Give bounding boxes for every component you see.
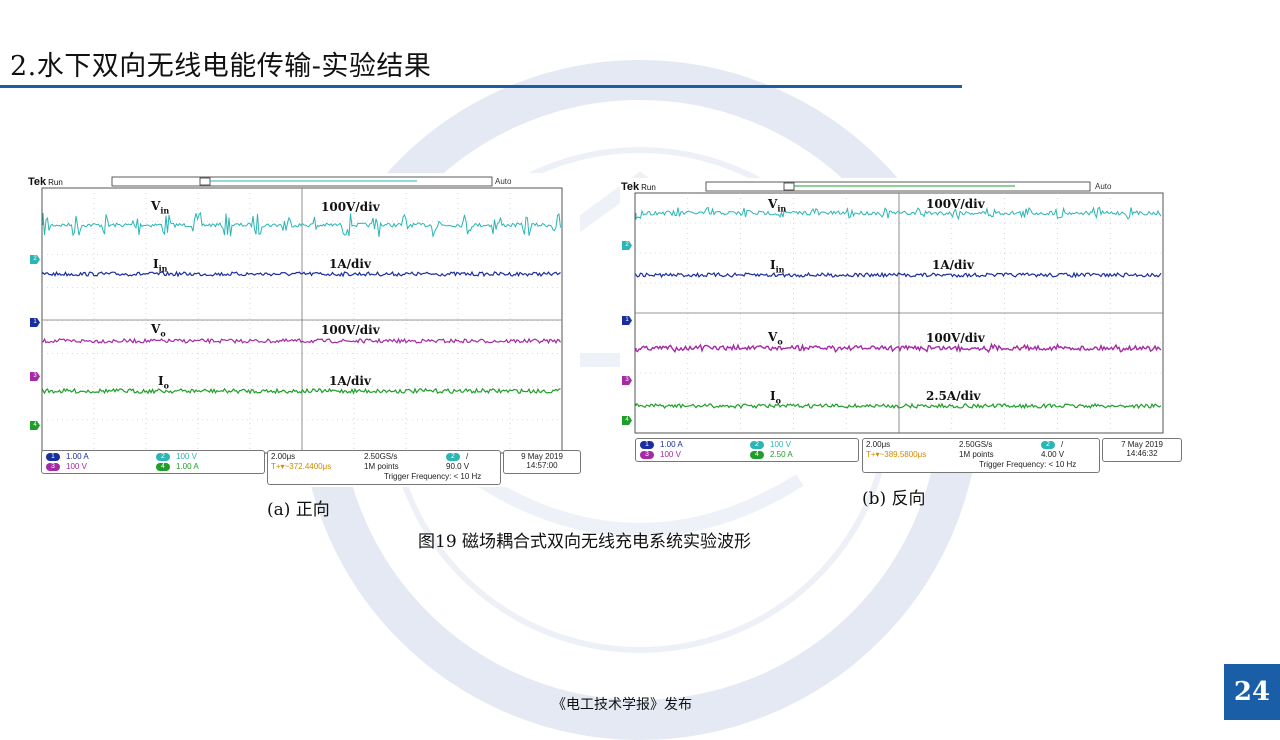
io-trace bbox=[42, 387, 561, 395]
iin-trace bbox=[42, 270, 561, 278]
title-underline bbox=[0, 85, 962, 88]
scope-a-brand: Tek Run bbox=[28, 176, 63, 188]
scope-a-graticule bbox=[41, 176, 563, 454]
ch4-marker: 4 bbox=[30, 421, 40, 430]
iin-label: Iin bbox=[770, 258, 785, 275]
ch2-marker: 2 bbox=[30, 255, 40, 264]
vo-trace bbox=[635, 342, 1162, 354]
ch4-marker: 4 bbox=[622, 416, 632, 425]
publisher-footer: 《电工技术学报》发布 bbox=[552, 697, 692, 713]
figure-caption: 图19 磁场耦合式双向无线充电系统实验波形 bbox=[418, 532, 752, 552]
scope-b-trigger-mode: Auto bbox=[1095, 182, 1112, 191]
vin-label: Vin bbox=[151, 199, 170, 216]
io-label: Io bbox=[770, 389, 781, 406]
vo-scale: 100V/div bbox=[321, 323, 380, 337]
scope-a-datetime-panel: 9 May 2019 14:57:00 bbox=[503, 450, 581, 474]
iin-label: Iin bbox=[153, 257, 168, 274]
scope-b-graticule bbox=[634, 181, 1164, 434]
ch1-marker: 1 bbox=[622, 316, 632, 325]
vin-label: Vin bbox=[768, 197, 787, 214]
oscilloscope-screenshot-reverse: Tek Run Auto 2 1 3 4 Vin 100V/div Iin 1A/… bbox=[620, 178, 1182, 473]
scope-b-channel-panel: 1 1.00 A 2 100 V 3 100 V 4 2.50 A bbox=[635, 438, 859, 462]
scope-b-timebase-panel: 2.00μs 2.50GS/s 2/ T+▾~389.5800μs 1M poi… bbox=[862, 438, 1100, 473]
scope-b-brand: Tek Run bbox=[621, 181, 656, 193]
vo-scale: 100V/div bbox=[926, 331, 985, 345]
io-scale: 2.5A/div bbox=[926, 389, 981, 403]
io-trace bbox=[635, 402, 1162, 410]
scope-a-timebase-panel: 2.00μs 2.50GS/s 2/ T+▾~372.4400μs 1M poi… bbox=[267, 450, 501, 485]
vin-trace bbox=[42, 211, 561, 239]
ch3-marker: 3 bbox=[622, 376, 632, 385]
ch3-marker: 3 bbox=[30, 372, 40, 381]
vo-label: Vo bbox=[768, 330, 783, 347]
scope-a-channel-panel: 1 1.00 A 2 100 V 3 100 V 4 1.00 A bbox=[41, 450, 265, 474]
io-scale: 1A/div bbox=[329, 374, 371, 388]
ch2-marker: 2 bbox=[622, 241, 632, 250]
io-label: Io bbox=[158, 374, 169, 391]
vin-scale: 100V/div bbox=[926, 197, 985, 211]
vin-trace bbox=[635, 206, 1162, 221]
vin-scale: 100V/div bbox=[321, 200, 380, 214]
iin-trace bbox=[635, 271, 1162, 279]
ch1-marker: 1 bbox=[30, 318, 40, 327]
iin-scale: 1A/div bbox=[329, 257, 371, 271]
oscilloscope-screenshot-forward: Tek Run Auto 2 1 3 4 Vin 100V/div Iin 1A/… bbox=[27, 173, 581, 487]
scope-a-trigger-mode: Auto bbox=[495, 177, 512, 186]
slide-title: 2.水下双向无线电能传输-实验结果 bbox=[10, 51, 432, 82]
scope-b-datetime-panel: 7 May 2019 14:46:32 bbox=[1102, 438, 1182, 462]
caption-forward: (a) 正向 bbox=[267, 500, 330, 520]
caption-reverse: (b) 反向 bbox=[862, 489, 926, 509]
page-number: 24 bbox=[1224, 664, 1280, 720]
vo-label: Vo bbox=[151, 322, 166, 339]
vo-trace bbox=[42, 337, 562, 345]
iin-scale: 1A/div bbox=[932, 258, 974, 272]
